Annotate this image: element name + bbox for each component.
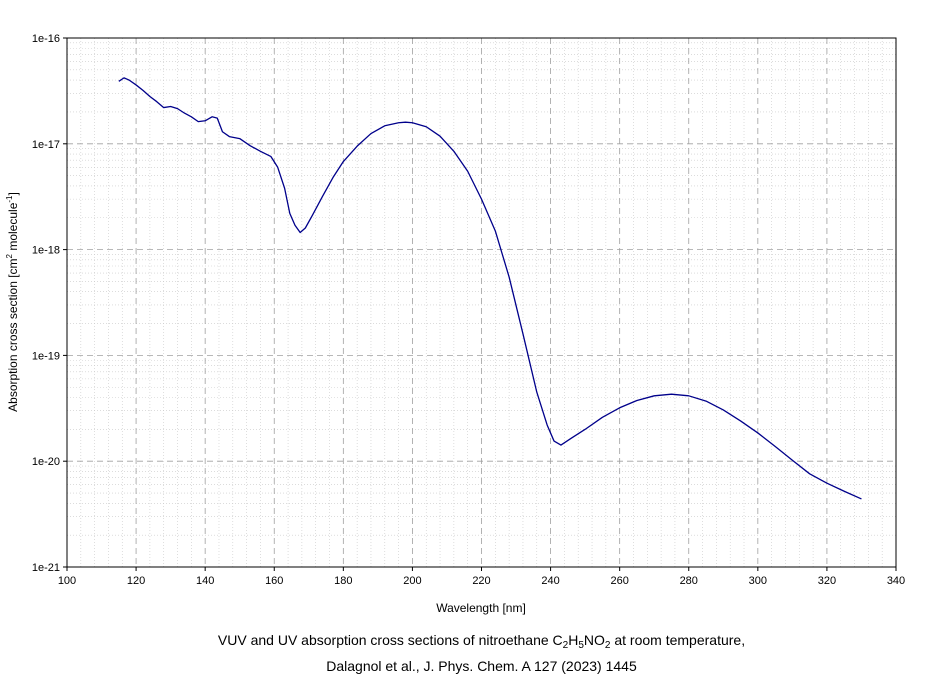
y-tick-label: 1e-16 xyxy=(32,33,60,45)
caption-line-1: VUV and UV absorption cross sections of … xyxy=(217,632,746,651)
x-tick-label: 300 xyxy=(749,575,767,587)
y-axis: 1e-16 1e-17 1e-18 1e-19 1e-20 1e-21 xyxy=(32,33,67,574)
series-line xyxy=(118,77,862,500)
x-axis-title: Wavelength [nm] xyxy=(436,601,526,615)
y-tick-label: 1e-18 xyxy=(32,245,60,257)
major-grid xyxy=(67,38,896,567)
x-axis: 100 120 140 160 180 200 220 240 260 280 300 320 340 xyxy=(58,567,905,587)
x-tick-label: 200 xyxy=(403,575,421,587)
figure-caption: VUV and UV absorption cross sections of … xyxy=(67,630,896,676)
y-tick-label: 1e-17 xyxy=(32,139,60,151)
x-tick-label: 240 xyxy=(541,575,559,587)
x-tick-label: 100 xyxy=(58,575,76,587)
caption-line-2: Dalagnol et al., J. Phys. Chem. A 127 (2… xyxy=(326,658,637,674)
x-tick-label: 320 xyxy=(818,575,836,587)
y-tick-label: 1e-20 xyxy=(32,456,60,468)
x-tick-label: 140 xyxy=(196,575,214,587)
x-tick-label: 220 xyxy=(472,575,490,587)
x-tick-label: 160 xyxy=(265,575,283,587)
chart: 100 120 140 160 180 200 220 240 260 280 300 320 340 … xyxy=(5,33,905,615)
x-tick-label: 120 xyxy=(127,575,145,587)
x-tick-label: 340 xyxy=(887,575,905,587)
y-tick-label: 1e-19 xyxy=(32,350,60,362)
y-tick-label: 1e-21 xyxy=(32,562,60,574)
x-tick-label: 280 xyxy=(680,575,698,587)
x-tick-label: 260 xyxy=(610,575,628,587)
y-axis-title: Absorption cross section [cm2 molecule-1… xyxy=(5,192,20,412)
x-tick-label: 180 xyxy=(334,575,352,587)
